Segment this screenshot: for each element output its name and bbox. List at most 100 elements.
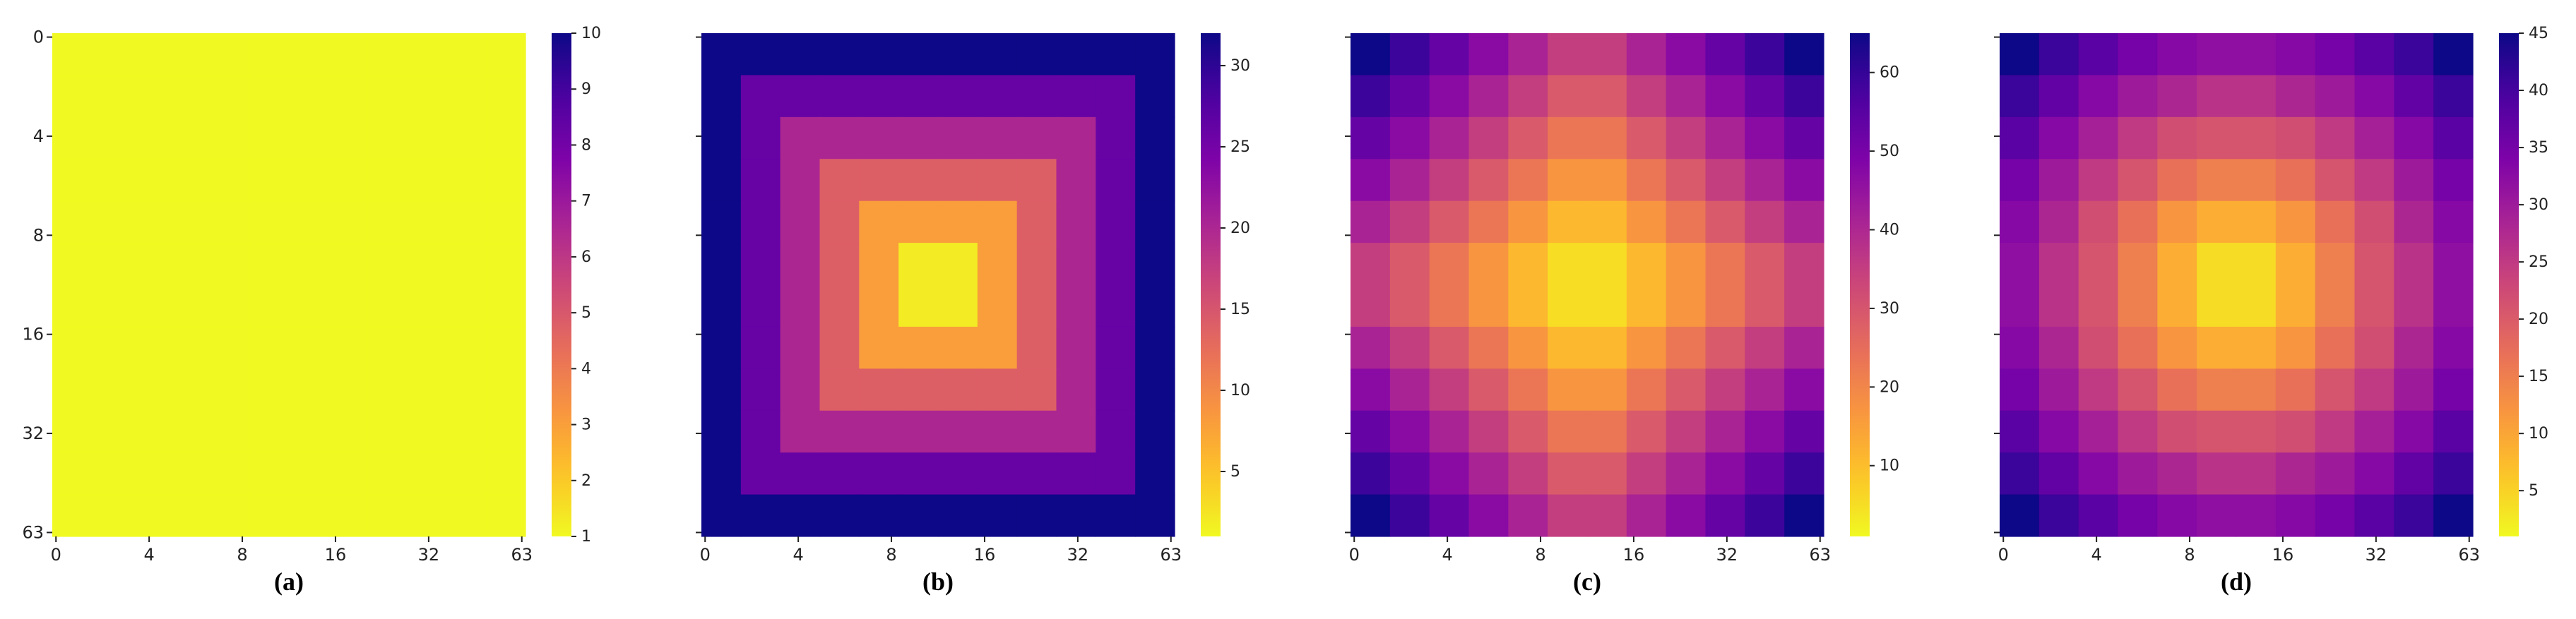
heatmap-cell (780, 494, 821, 537)
heatmap-cell (289, 75, 329, 118)
heatmap-cell (2275, 284, 2316, 327)
heatmap-cell (446, 200, 487, 244)
heatmap-cell (2000, 326, 2040, 369)
heatmap-cell (898, 33, 939, 76)
heatmap-cell (740, 200, 781, 244)
heatmap-cell (1016, 159, 1057, 202)
heatmap-cell (1784, 116, 1824, 160)
heatmap-cell (367, 200, 408, 244)
heatmap-cell (1096, 116, 1136, 160)
caption: (d) (2221, 567, 2252, 596)
heatmap-cell (91, 284, 132, 327)
heatmap-cell (1548, 494, 1588, 537)
heatmap-cell (1135, 410, 1175, 453)
heatmap-cell (1784, 159, 1824, 202)
heatmap-cell (977, 159, 1018, 202)
colorbar-tick-label: 1 (581, 528, 591, 546)
heatmap-cell (1096, 326, 1136, 369)
heatmap-cell (2078, 410, 2119, 453)
heatmap-cell (1705, 326, 1745, 369)
heatmap-cell (1135, 243, 1175, 286)
heatmap-cell (2433, 452, 2474, 495)
colorbar-tick-label: 20 (1230, 220, 1250, 237)
heatmap-cell (2315, 200, 2356, 244)
heatmap-cell (2275, 159, 2316, 202)
caption: (b) (922, 567, 954, 596)
x-tick-label: 8 (237, 545, 247, 565)
heatmap-cell (2197, 243, 2237, 286)
heatmap-cell (2275, 116, 2316, 160)
heatmap-cell (446, 116, 487, 160)
heatmap-cell (1468, 116, 1509, 160)
heatmap-cell (859, 159, 899, 202)
heatmap-cell (1096, 494, 1136, 537)
heatmap-cell (1548, 452, 1588, 495)
heatmap-cell (780, 326, 821, 369)
heatmap-cell (2236, 75, 2277, 118)
heatmap-cell (1626, 326, 1667, 369)
heatmap-cell (1351, 326, 1391, 369)
heatmap-cell (2275, 243, 2316, 286)
heatmap-cell (2315, 243, 2356, 286)
heatmap-cell (740, 159, 781, 202)
colorbar (1201, 33, 1221, 536)
caption: (a) (274, 567, 304, 596)
heatmap-cell (1056, 452, 1096, 495)
heatmap-cell (1508, 116, 1548, 160)
heatmap-cell (52, 326, 93, 369)
heatmap-cell (1666, 243, 1707, 286)
x-tick-label: 8 (886, 545, 896, 565)
x-tick-label: 4 (793, 545, 804, 565)
heatmap-cell (2354, 410, 2394, 453)
heatmap-cell (1745, 452, 1785, 495)
heatmap-cell (1016, 75, 1057, 118)
heatmap-cell (1784, 284, 1824, 327)
colorbar-tick-label: 8 (581, 136, 591, 154)
x-tick-label: 63 (511, 545, 533, 565)
heatmap-cell (2354, 494, 2394, 537)
colorbar-tick-label: 5 (581, 304, 591, 322)
heatmap-cell (328, 284, 369, 327)
heatmap-cell (2354, 243, 2394, 286)
heatmap-cell (701, 116, 742, 160)
heatmap-cell (486, 243, 526, 286)
heatmap-cell (819, 326, 860, 369)
heatmap-cell (2394, 410, 2434, 453)
heatmap-cell (2118, 284, 2158, 327)
heatmap-cell (2236, 159, 2277, 202)
heatmap-cell (701, 494, 742, 537)
heatmap-cell (52, 284, 93, 327)
heatmap-cell (1351, 494, 1391, 537)
heatmap-cell (1135, 368, 1175, 411)
heatmap-cell (2078, 159, 2119, 202)
colorbar-tick-label: 10 (581, 25, 601, 42)
heatmap-cell (210, 243, 250, 286)
heatmap-cell (898, 159, 939, 202)
heatmap-cell (1626, 284, 1667, 327)
heatmap-cell (91, 452, 132, 495)
heatmap-cell (2197, 33, 2237, 76)
heatmap-cell (289, 368, 329, 411)
heatmap-cell (52, 410, 93, 453)
heatmap-cell (1389, 410, 1430, 453)
heatmap-cell (2433, 243, 2474, 286)
heatmap-cell (1468, 452, 1509, 495)
heatmap-cell (1429, 200, 1470, 244)
heatmap-cell (740, 494, 781, 537)
heatmap-cell (486, 494, 526, 537)
heatmap-cell (859, 75, 899, 118)
heatmap-cell (210, 494, 250, 537)
heatmap-cell (1548, 284, 1588, 327)
y-tick-label: 8 (33, 225, 44, 245)
heatmap-cell (131, 494, 172, 537)
heatmap-cell (1666, 33, 1707, 76)
heatmap-cell (170, 200, 210, 244)
x-tick-label: 8 (2184, 545, 2195, 565)
heatmap-cell (1056, 410, 1096, 453)
colorbar (2499, 33, 2519, 536)
heatmap-cell (2236, 494, 2277, 537)
heatmap-cell (1587, 200, 1627, 244)
heatmap-cell (1429, 368, 1470, 411)
heatmap-cell (249, 159, 290, 202)
heatmap-cell (1056, 284, 1096, 327)
